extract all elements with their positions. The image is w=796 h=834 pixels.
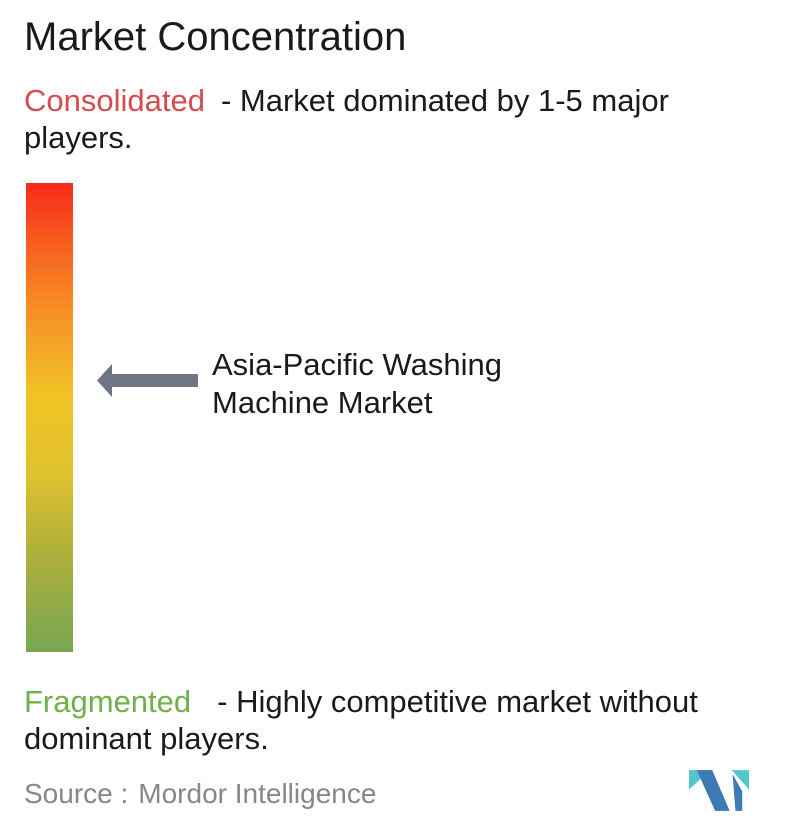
consolidated-description: Consolidated - Market dominated by 1-5 ma…: [24, 82, 756, 156]
fragmented-description: Fragmented - Highly competitive market wi…: [24, 683, 792, 757]
source-prefix: Source :: [24, 778, 129, 809]
marker-label-line2: Machine Market: [212, 385, 433, 420]
fragmented-label: Fragmented: [24, 684, 192, 719]
source-name: Mordor Intelligence: [138, 778, 377, 809]
mordor-intelligence-logo: [688, 770, 750, 811]
fragmented-text: - Highly competitive market without domi…: [24, 684, 698, 756]
source-line: Source : Mordor Intelligence: [24, 777, 376, 811]
concentration-scale-bar: [26, 183, 73, 652]
marker-label: Asia-Pacific Washing Machine Market: [212, 346, 502, 422]
left-arrow-icon: [97, 364, 198, 397]
marker-label-line1: Asia-Pacific Washing: [212, 347, 503, 382]
page-title: Market Concentration: [24, 15, 407, 59]
consolidated-label: Consolidated: [24, 83, 205, 118]
consolidated-text: - Market dominated by 1-5 major players.: [24, 83, 669, 155]
